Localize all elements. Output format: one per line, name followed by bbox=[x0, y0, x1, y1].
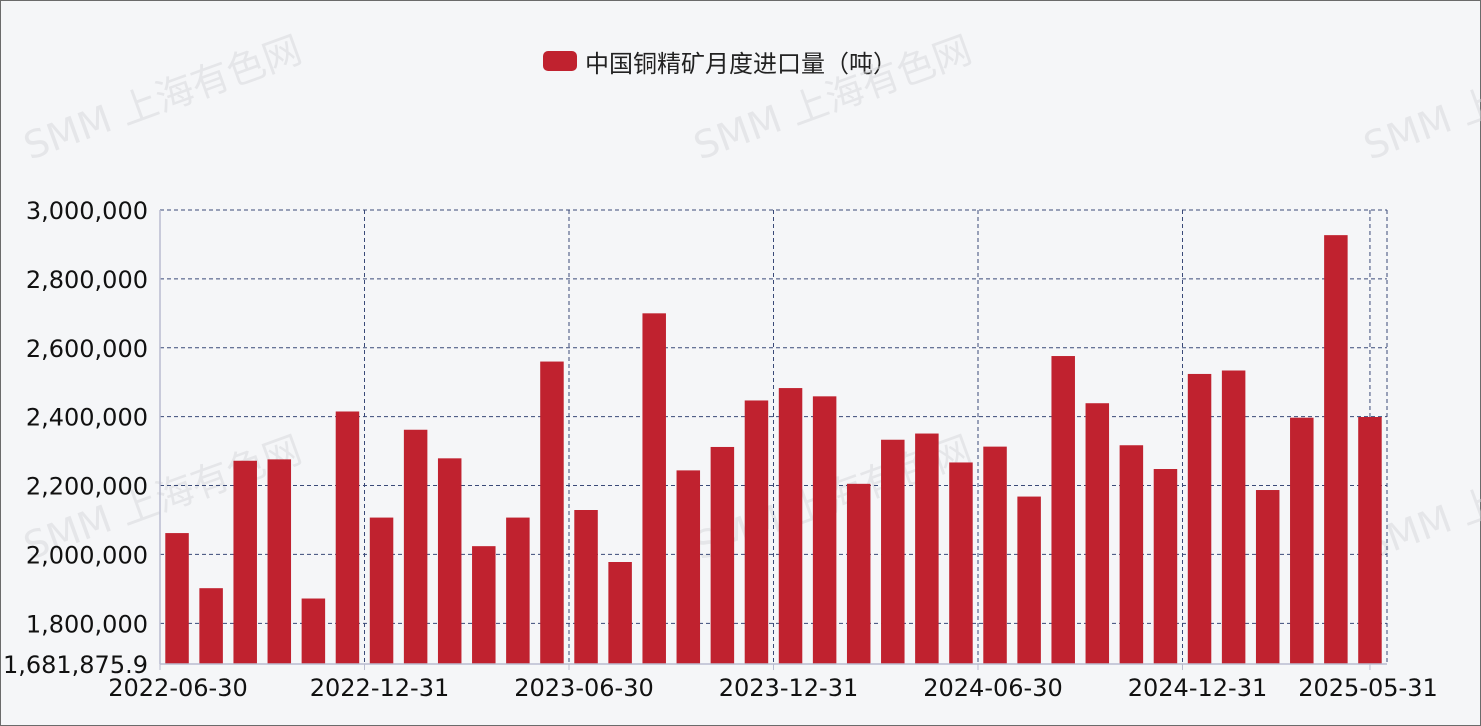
bar-26[interactable] bbox=[1051, 356, 1075, 664]
bar-18[interactable] bbox=[778, 388, 803, 664]
watermark: SMM 上海有色网 bbox=[18, 27, 307, 168]
bar-35[interactable] bbox=[1358, 417, 1382, 664]
y-tick-label: 1,681,875.9 bbox=[3, 651, 148, 679]
x-tick-label: 2022-06-30 bbox=[108, 674, 247, 702]
y-tick-label: 2,600,000 bbox=[26, 335, 148, 363]
x-tick-label: 2025-05-31 bbox=[1298, 674, 1437, 702]
bar-17[interactable] bbox=[744, 400, 769, 664]
bar-9[interactable] bbox=[472, 546, 496, 664]
bar-32[interactable] bbox=[1255, 490, 1280, 664]
axes bbox=[159, 210, 1387, 665]
bar-19[interactable] bbox=[812, 396, 837, 664]
x-tick-label: 2024-06-30 bbox=[923, 674, 1062, 702]
bar-2[interactable] bbox=[233, 460, 257, 664]
bar-20[interactable] bbox=[846, 483, 871, 664]
bar-0[interactable] bbox=[165, 533, 189, 664]
bar-14[interactable] bbox=[642, 313, 666, 664]
legend[interactable]: 中国铜精矿月度进口量（吨） bbox=[543, 41, 897, 81]
bar-24[interactable] bbox=[983, 446, 1007, 664]
bar-28[interactable] bbox=[1119, 445, 1144, 664]
bar-34[interactable] bbox=[1324, 235, 1348, 664]
bar-23[interactable] bbox=[949, 462, 973, 664]
bar-13[interactable] bbox=[608, 562, 632, 664]
bar-27[interactable] bbox=[1085, 403, 1110, 664]
bar-6[interactable] bbox=[369, 517, 394, 664]
x-tick-label: 2023-06-30 bbox=[514, 674, 653, 702]
bar-12[interactable] bbox=[574, 509, 598, 664]
bar-5[interactable] bbox=[335, 411, 360, 664]
bar-22[interactable] bbox=[915, 433, 939, 664]
bar-21[interactable] bbox=[881, 439, 905, 664]
bar-7[interactable] bbox=[403, 429, 428, 664]
legend-swatch bbox=[543, 51, 577, 71]
y-tick-label: 1,800,000 bbox=[26, 610, 148, 638]
bar-16[interactable] bbox=[710, 446, 735, 664]
bar-33[interactable] bbox=[1290, 417, 1314, 664]
y-tick-label: 2,800,000 bbox=[26, 266, 148, 294]
x-tick-label: 2024-12-31 bbox=[1128, 674, 1267, 702]
bar-1[interactable] bbox=[199, 588, 223, 664]
bar-31[interactable] bbox=[1221, 370, 1246, 664]
bar-25[interactable] bbox=[1017, 496, 1041, 664]
y-tick-label: 3,000,000 bbox=[26, 197, 148, 225]
legend-label: 中国铜精矿月度进口量（吨） bbox=[585, 49, 897, 78]
bar-10[interactable] bbox=[506, 517, 530, 664]
bar-30[interactable] bbox=[1187, 373, 1212, 664]
bar-29[interactable] bbox=[1153, 469, 1178, 664]
watermark: SMM 上海有色网 bbox=[688, 27, 977, 168]
bar-15[interactable] bbox=[676, 470, 701, 664]
bar-3[interactable] bbox=[267, 459, 292, 664]
x-tick-label: 2022-12-31 bbox=[310, 674, 449, 702]
bar-8[interactable] bbox=[437, 458, 462, 664]
x-tick-label: 2023-12-31 bbox=[719, 674, 858, 702]
bars bbox=[165, 235, 1382, 664]
bar-11[interactable] bbox=[540, 361, 564, 664]
y-axis-labels: 1,681,875.9 1,800,000 2,000,000 2,200,000 2,… bbox=[3, 197, 148, 679]
y-tick-label: 2,200,000 bbox=[26, 473, 148, 501]
y-tick-label: 2,400,000 bbox=[26, 404, 148, 432]
x-axis-labels: 2022-06-30 2022-12-31 2023-06-30 2023-12-31… bbox=[108, 674, 1437, 702]
bar-4[interactable] bbox=[301, 598, 326, 664]
watermark: SMM 上海有色网 bbox=[1358, 27, 1481, 168]
y-tick-label: 2,000,000 bbox=[26, 541, 148, 569]
